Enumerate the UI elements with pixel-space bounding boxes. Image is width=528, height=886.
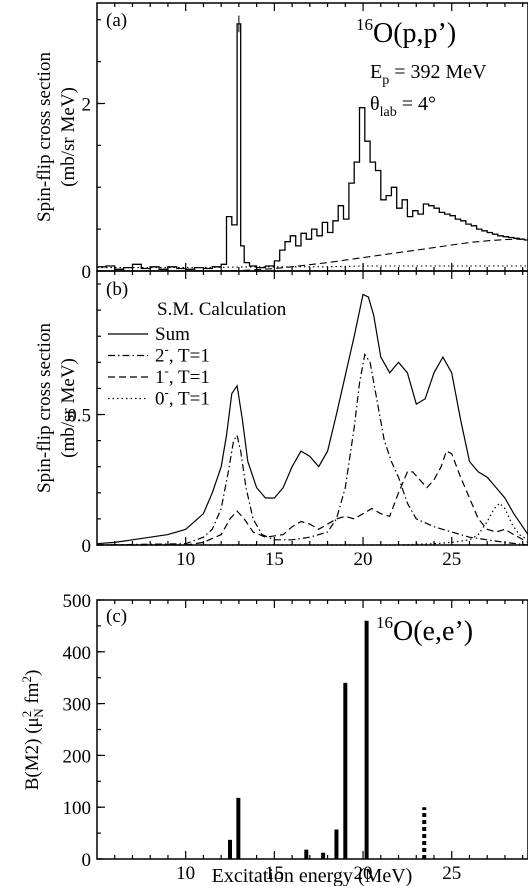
panel-b-frame <box>96 270 528 546</box>
panel-a-title-main: O(p,p’) <box>373 18 456 49</box>
panel-a-beam-sub: p <box>382 73 389 88</box>
panel-b-legend-label: 2-, T=1 <box>155 342 210 367</box>
panel-b-title: S.M. Calculation <box>157 299 287 320</box>
panel-b-ytick-label: 0.5 <box>67 406 91 427</box>
panel-b-legend-rest: , T=1 <box>169 367 210 388</box>
panel-c-ytick-label: 100 <box>63 798 92 819</box>
panel-b-legend-rest: , T=1 <box>169 346 210 367</box>
panel-b-legend-label: 1-, T=1 <box>155 363 210 388</box>
panel-b-ytick-label: 0 <box>82 536 92 557</box>
panel-c-title-main: O(e,e’) <box>393 616 473 647</box>
panel-b-legend-main: 2 <box>155 346 165 367</box>
panel-c-ylabel-main: B(M2) (μ <box>22 717 43 790</box>
panel-c-xtick-label: 10 <box>176 863 195 884</box>
panel-c-ylabel-end: ) <box>22 670 43 676</box>
panel-a: 02 (a) 16O(p,p’) Ep = 392 MeV θlab = 4° … <box>34 2 528 283</box>
panel-a-angle-value: = 4° <box>397 93 436 115</box>
panel-b-legend-rest: , T=1 <box>169 389 210 410</box>
panel-b-ylabel-line2: (mb/sr MeV) <box>58 358 79 458</box>
panel-a-title-sup: 16 <box>356 15 373 34</box>
panel-c-ylabel-tail: fm <box>22 682 43 708</box>
panel-b-xtick-label: 25 <box>442 549 461 570</box>
panel-c-ylabel-sup2: 2 <box>19 676 34 683</box>
panel-c-axes: 10 15 20 25 0 100 200 300 400 500 <box>63 591 524 884</box>
panel-b-series-dashdot <box>96 352 528 546</box>
panel-c-xtick-label: 20 <box>354 863 373 884</box>
panel-b-xtick-label: 20 <box>354 549 373 570</box>
panel-c-ylabel: B(M2) (μ2N fm2) <box>19 670 46 791</box>
panel-c-ytick-label: 400 <box>63 643 92 664</box>
panel-a-title: 16O(p,p’) <box>356 15 456 49</box>
panel-b-series-dotted <box>97 502 528 546</box>
panel-b-series-solid <box>96 293 528 545</box>
panel-a-angle-label: θ <box>370 93 380 115</box>
panel-b-xtick-label: 10 <box>176 549 195 570</box>
panel-b-legend-sup: - <box>165 363 169 378</box>
panel-a-label: (a) <box>106 10 127 31</box>
panel-a-frame <box>96 2 528 272</box>
panel-c-xtick-label: 15 <box>265 863 284 884</box>
panel-c-xtick-label: 25 <box>442 863 461 884</box>
panel-a-ylabel-line2: (mb/sr MeV) <box>58 87 79 187</box>
panel-c-ytick-label: 200 <box>63 746 92 767</box>
panel-b-legend-main: Sum <box>155 324 190 345</box>
panel-a-angle: θlab = 4° <box>370 93 436 120</box>
panel-b-series <box>96 293 528 546</box>
panel-c: 10 15 20 25 0 100 200 300 400 500 (c) 16O(e,e’) B… <box>19 591 528 886</box>
panel-c-ytick-label: 0 <box>82 850 92 871</box>
panel-a-series-dashed <box>221 238 528 272</box>
panel-b-legend-main: 0 <box>155 389 165 410</box>
panel-a-series-dotted <box>97 265 528 269</box>
panel-c-ytick-label: 500 <box>63 591 92 612</box>
panel-a-beam-value: = 392 MeV <box>389 61 487 83</box>
panel-a-angle-sub: lab <box>380 105 397 120</box>
panel-c-bars <box>228 620 427 859</box>
panel-b-ylabel-line1: Spin-flip cross section <box>34 323 55 493</box>
panel-c-xlabel: Excitation energy (MeV) <box>212 865 413 886</box>
panel-a-beam-energy: Ep = 392 MeV <box>370 61 487 88</box>
panel-c-title-sup: 16 <box>376 613 393 632</box>
panel-c-ylabel-sub: N <box>31 708 46 718</box>
panel-b-legend-label: Sum <box>155 324 190 345</box>
panel-b-series-dashed <box>97 450 528 546</box>
panel-b-legend-main: 1 <box>155 367 165 388</box>
panel-b-legend-sup: - <box>165 342 169 357</box>
panel-a-series <box>97 15 528 272</box>
panel-c-ylabel-sup1: 2 <box>19 711 34 718</box>
panel-b-label: (b) <box>106 279 128 300</box>
panel-b-xtick-label: 15 <box>265 549 284 570</box>
panel-b-legend-label: 0-, T=1 <box>155 385 210 410</box>
panel-c-ytick-label: 300 <box>63 695 92 716</box>
panel-a-ylabel-line1: Spin-flip cross section <box>34 52 55 222</box>
panel-a-beam-label: E <box>370 61 382 83</box>
panel-a-ytick-label: 0 <box>82 262 92 283</box>
panel-b-legend-sup: - <box>165 385 169 400</box>
panel-a-ytick-label: 2 <box>82 95 92 116</box>
panel-c-title: 16O(e,e’) <box>376 613 473 647</box>
panel-a-axes: 02 <box>82 3 524 283</box>
panel-c-label: (c) <box>106 606 127 627</box>
